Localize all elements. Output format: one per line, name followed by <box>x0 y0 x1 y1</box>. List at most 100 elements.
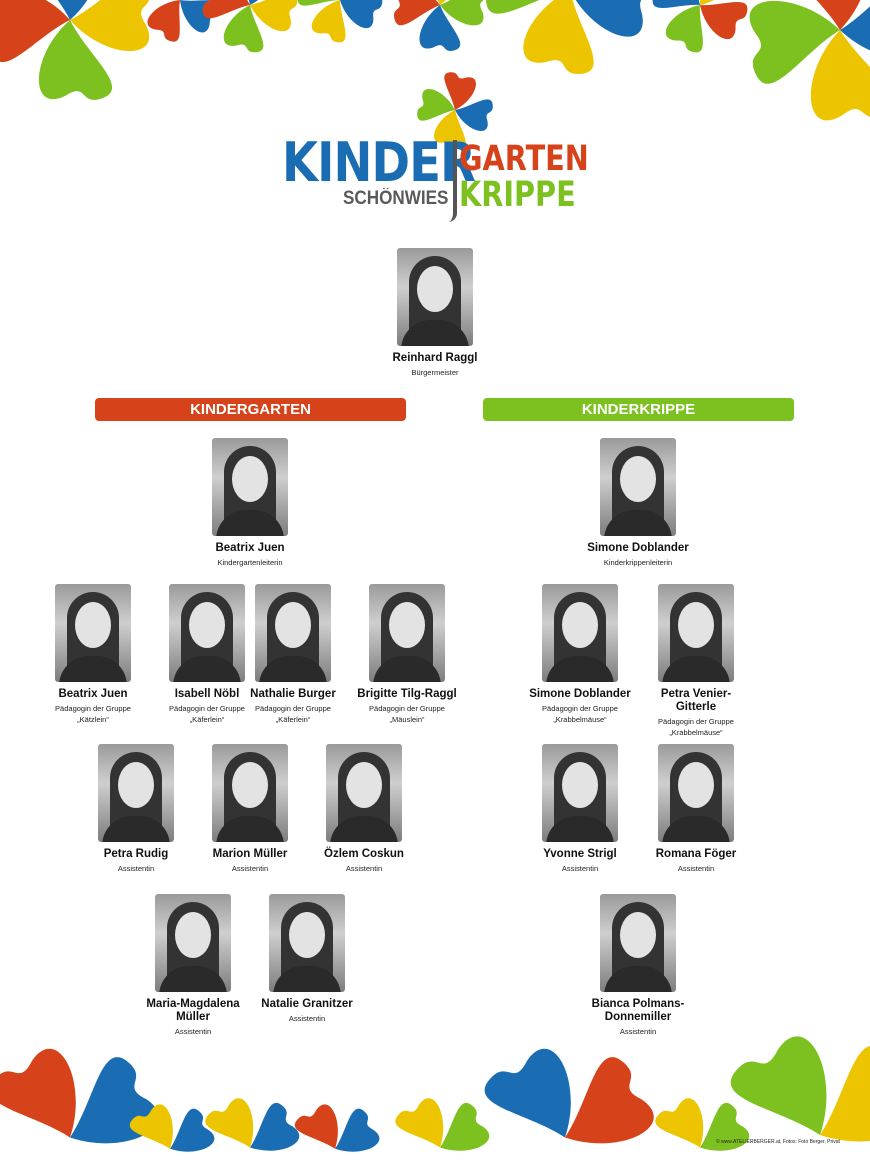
clover-petal <box>700 2 748 40</box>
person-name: Beatrix Juen <box>58 688 128 700</box>
person-name: Petra Rudig <box>103 848 169 860</box>
clover-petal <box>205 1098 254 1148</box>
clover-petal <box>147 0 180 42</box>
logo-garten: GARTEN <box>459 139 589 179</box>
person-role: Assistentin <box>345 864 383 873</box>
clover-petal <box>223 5 264 53</box>
portrait-photo <box>269 894 345 992</box>
person-card: Romana Föger Assistentin <box>626 744 766 874</box>
clover-petal <box>297 0 340 6</box>
person-role: Bürgermeister <box>411 368 459 377</box>
clover-petal <box>730 1036 827 1135</box>
person-name: Simone Doblander <box>587 542 689 554</box>
portrait-photo <box>542 744 618 842</box>
person-name: Özlem Coskun <box>324 848 404 860</box>
clover-petal <box>840 6 870 51</box>
clover-petal <box>57 0 88 20</box>
person-name: Marion Müller <box>212 848 288 860</box>
portrait-photo <box>55 584 131 682</box>
person-card: Petra Venier-Gitterle Pädagogin der Grup… <box>626 584 766 738</box>
person-card: Reinhard Raggl Bürgermeister <box>365 248 505 378</box>
clover-petal <box>810 30 870 121</box>
person-role: Pädagogin der Gruppe <box>55 704 131 713</box>
clover-petal <box>394 0 440 26</box>
logo-stem <box>448 140 457 222</box>
person-card: Brigitte Tilg-Raggl Pädagogin der Gruppe… <box>337 584 477 725</box>
clover-petal <box>250 1102 300 1151</box>
portrait-photo <box>658 584 734 682</box>
portrait-photo <box>212 438 288 536</box>
clover-petal <box>129 1104 173 1149</box>
clover-petal <box>38 20 113 100</box>
clover-petal <box>440 1102 490 1151</box>
person-role: Assistentin <box>619 1027 657 1036</box>
clover-petal <box>565 1057 654 1144</box>
clover-petal <box>820 1046 870 1142</box>
person-name: Reinhard Raggl <box>392 352 478 364</box>
person-name: Simone Doblander <box>529 688 631 700</box>
portrait-photo <box>98 744 174 842</box>
clover-petal <box>0 0 70 63</box>
clover-petal <box>170 1108 215 1152</box>
clover-petal <box>250 0 298 32</box>
logo-kinder: KINDER <box>282 131 476 194</box>
clover-petal <box>444 72 477 110</box>
clover-petal <box>70 1057 159 1144</box>
clover-petal <box>455 99 493 132</box>
person-role: Pädagogin der Gruppe <box>542 704 618 713</box>
clover-petal <box>340 0 383 29</box>
person-role: Kindergartenleiterin <box>217 558 283 567</box>
person-card: Yvonne Strigl Assistentin <box>510 744 650 874</box>
portrait-photo <box>600 894 676 992</box>
kindergarten-banner: KINDERGARTEN <box>95 398 406 421</box>
person-card: Beatrix Juen Pädagogin der Gruppe „Kätzle… <box>23 584 163 725</box>
clover-petal <box>417 88 455 121</box>
person-name: Yvonne Strigl <box>543 848 617 860</box>
clover-petal <box>816 0 861 30</box>
person-name: Beatrix Juen <box>215 542 285 554</box>
person-card: Maria-Magdalena Müller Assistentin <box>123 894 263 1037</box>
person-group: „Kätzlein“ <box>77 715 109 724</box>
clover-petal <box>437 0 446 5</box>
person-name: Brigitte Tilg-Raggl <box>357 688 457 700</box>
person-card: Marion Müller Assistentin <box>180 744 320 874</box>
logo-schoenwies: SCHÖNWIES <box>343 188 449 209</box>
clover-petal <box>395 1098 444 1148</box>
person-role: Pädagogin der Gruppe <box>169 704 245 713</box>
person-group: „Käferlein“ <box>275 715 311 724</box>
clover-petal <box>665 5 703 53</box>
clover-petal <box>180 0 222 33</box>
person-card: Beatrix Juen Kindergartenleiterin <box>180 438 320 568</box>
clover-petal <box>655 1098 704 1148</box>
clover-petal <box>294 1104 338 1149</box>
portrait-photo <box>169 584 245 682</box>
person-role: Assistentin <box>117 864 155 873</box>
portrait-photo <box>326 744 402 842</box>
person-name: Nathalie Burger <box>250 688 336 700</box>
person-card: Simone Doblander Pädagogin der Gruppe „Kr… <box>510 584 650 725</box>
clover-petal <box>335 1108 380 1152</box>
person-name: Romana Föger <box>655 848 737 860</box>
credit: © www.ATELIERBERGER.at, Fotos: Foto Berg… <box>716 1139 840 1145</box>
clover-petal <box>484 1048 571 1138</box>
clover-petal <box>440 0 484 26</box>
person-card: Bianca Polmans-Donnemiller Assistentin <box>568 894 708 1037</box>
portrait-photo <box>397 248 473 346</box>
portrait-photo <box>542 584 618 682</box>
person-role: Assistentin <box>174 1027 212 1036</box>
clover-petal <box>486 0 540 14</box>
clover-petal <box>700 0 715 5</box>
person-group: „Krabbelmäuse“ <box>669 728 723 737</box>
portrait-photo <box>369 584 445 682</box>
clover-petal <box>523 0 594 74</box>
person-role: Assistentin <box>231 864 269 873</box>
person-card: Özlem Coskun Assistentin <box>294 744 434 874</box>
portrait-photo <box>155 894 231 992</box>
clover-petal <box>0 1048 76 1138</box>
kinderkrippe-banner: KINDERKRIPPE <box>483 398 794 421</box>
clover-petal <box>248 0 259 5</box>
clover-petal <box>70 0 150 52</box>
person-role: Pädagogin der Gruppe <box>658 717 734 726</box>
person-name: Isabell Nöbl <box>174 688 240 700</box>
person-card: Simone Doblander Kinderkrippenleiterin <box>568 438 708 568</box>
